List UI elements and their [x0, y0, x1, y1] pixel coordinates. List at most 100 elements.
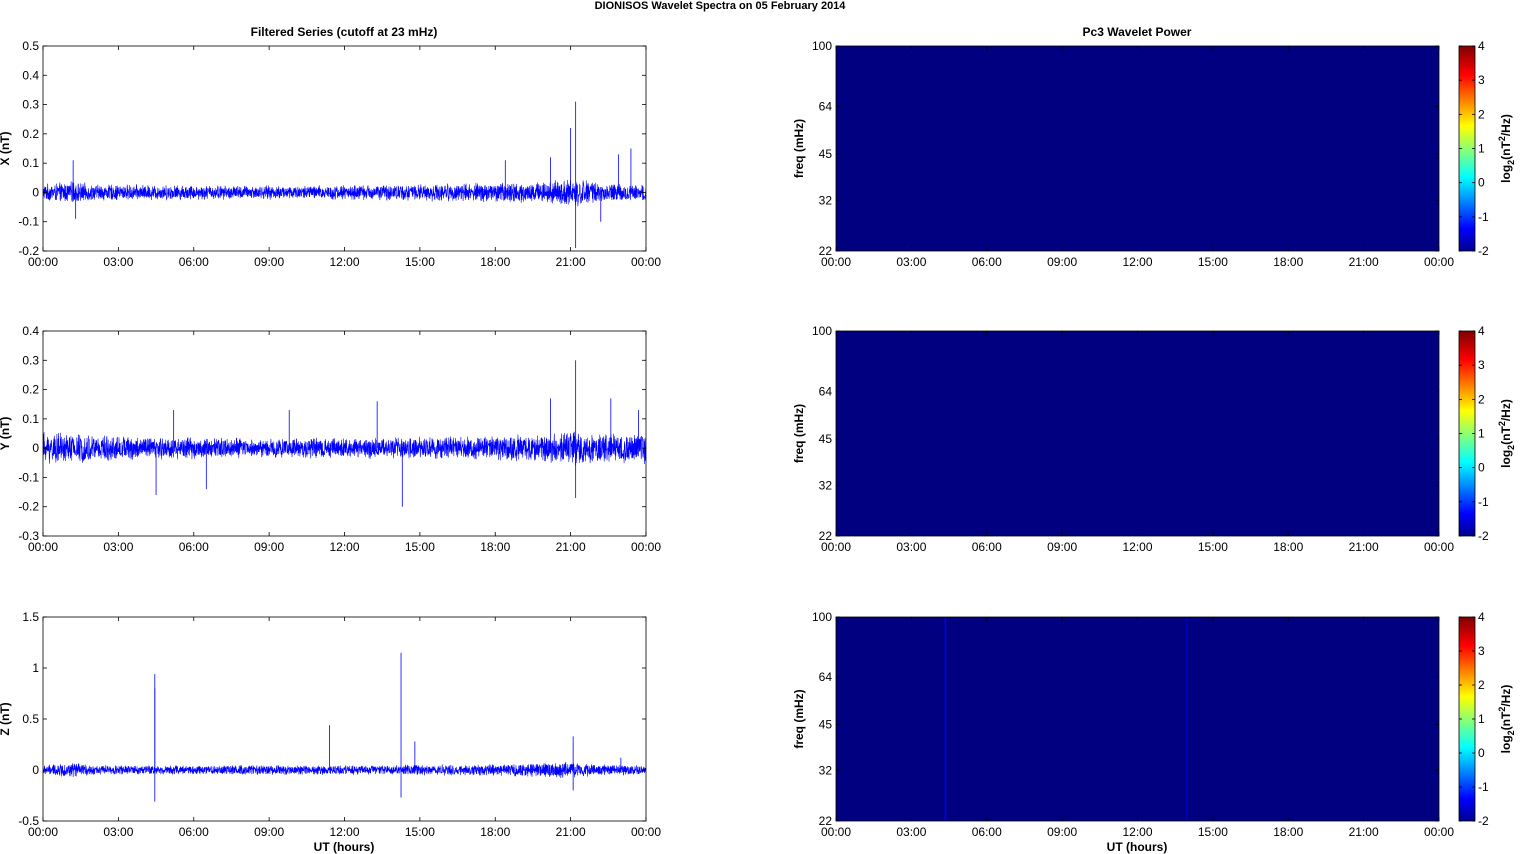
y-series-xtick-label-4: 12:00 — [329, 540, 359, 554]
z-series-frame — [42, 616, 647, 822]
z-series-xtick-label-0: 00:00 — [28, 825, 58, 839]
y-series-xtick-label-5: 15:00 — [405, 540, 435, 554]
y-power-ylabel: freq (mHz) — [792, 404, 806, 463]
x-power-panel: 00:00 03:00 06:00 09:00 12:00 15:00 18:00 21:00… — [792, 39, 1516, 269]
y-series-ytick-label-1: -0.2 — [18, 500, 39, 514]
x-power-xtick-label-0: 00:00 — [821, 255, 851, 269]
panels: 00:00 03:00 06:00 09:00 12:00 15:00 18:00 21:00… — [0, 39, 1516, 839]
z-power-xtick-label-6: 18:00 — [1273, 825, 1303, 839]
x-power-xtick-label-5: 15:00 — [1198, 255, 1228, 269]
y-power-xtick-label-4: 12:00 — [1122, 540, 1152, 554]
x-series-ytick-label-5: 0.3 — [22, 98, 39, 112]
z-power-ytick-label-0: 22 — [819, 814, 833, 828]
y-series-xtick-label-6: 18:00 — [480, 540, 510, 554]
x-power-xtick-label-8: 00:00 — [1424, 255, 1454, 269]
y-series-frame — [42, 330, 647, 537]
y-power-ytick-label-2: 45 — [819, 432, 833, 446]
x-series-xtick-label-0: 00:00 — [28, 255, 58, 269]
x-power-power-field — [836, 46, 1439, 251]
y-power-ytick-label-3: 64 — [819, 384, 833, 398]
y-series-ytick-label-4: 0.1 — [22, 412, 39, 426]
y-power-ctick-label-3: 1 — [1478, 427, 1485, 441]
z-power-ctick-label-2: 0 — [1478, 746, 1485, 760]
y-power-xtick-label-0: 00:00 — [821, 540, 851, 554]
x-series-xtick-label-2: 06:00 — [179, 255, 209, 269]
x-power-xtick-label-6: 18:00 — [1273, 255, 1303, 269]
x-power-ctick-label-1: -1 — [1478, 210, 1489, 224]
y-power-ytick-label-4: 100 — [812, 324, 832, 338]
z-power-ylabel: freq (mHz) — [792, 689, 806, 748]
z-series-xtick-label-4: 12:00 — [329, 825, 359, 839]
x-power-ctick-label-2: 0 — [1478, 176, 1485, 190]
z-series-xtick-label-7: 21:00 — [556, 825, 586, 839]
x-power-ctick-label-5: 3 — [1478, 73, 1485, 87]
x-power-ctick-label-4: 2 — [1478, 107, 1485, 121]
x-power-ytick-label-4: 100 — [812, 39, 832, 53]
z-power-ctick-label-1: -1 — [1478, 780, 1489, 794]
y-series-ytick-label-7: 0.4 — [22, 324, 39, 338]
x-power-ytick-label-3: 64 — [819, 99, 833, 113]
y-series-xtick-label-7: 21:00 — [556, 540, 586, 554]
y-series-ylabel: Y (nT) — [0, 417, 12, 451]
z-power-ytick-label-4: 100 — [812, 610, 832, 624]
x-series-trace — [43, 179, 646, 207]
y-series-xtick-label-1: 03:00 — [103, 540, 133, 554]
z-series-ytick-label-2: 0.5 — [22, 712, 39, 726]
y-series-ytick-label-5: 0.2 — [22, 383, 39, 397]
left-xlabel: UT (hours) — [314, 840, 375, 854]
x-series-ytick-label-0: -0.2 — [18, 244, 39, 258]
y-series-xtick-label-2: 06:00 — [179, 540, 209, 554]
x-power-xtick-label-3: 09:00 — [1047, 255, 1077, 269]
z-series-xtick-label-3: 09:00 — [254, 825, 284, 839]
x-series-xtick-label-8: 00:00 — [631, 255, 661, 269]
z-power-ytick-label-1: 32 — [819, 764, 833, 778]
x-series-ytick-label-6: 0.4 — [22, 68, 39, 82]
z-series-ytick-label-3: 1 — [32, 661, 39, 675]
x-series-ylabel: X (nT) — [0, 132, 12, 166]
x-power-colorbar-label: log2(nT2/Hz) — [1497, 114, 1516, 183]
x-power-ylabel: freq (mHz) — [792, 119, 806, 178]
x-series-ytick-label-3: 0.1 — [22, 156, 39, 170]
z-series-ytick-label-4: 1.5 — [22, 610, 39, 624]
right-column-title: Pc3 Wavelet Power — [1083, 25, 1192, 39]
x-power-xtick-label-1: 03:00 — [896, 255, 926, 269]
y-power-panel: 00:00 03:00 06:00 09:00 12:00 15:00 18:00 21:00… — [792, 324, 1516, 554]
x-power-xtick-label-7: 21:00 — [1349, 255, 1379, 269]
x-power-ctick-label-0: -2 — [1478, 244, 1489, 258]
y-power-ytick-label-1: 32 — [819, 478, 833, 492]
y-power-xtick-label-5: 15:00 — [1198, 540, 1228, 554]
z-power-xtick-label-1: 03:00 — [896, 825, 926, 839]
y-series-trace — [43, 431, 646, 466]
x-power-xtick-label-4: 12:00 — [1122, 255, 1152, 269]
z-power-ytick-label-3: 64 — [819, 670, 833, 684]
x-power-ytick-label-1: 32 — [819, 193, 833, 207]
z-series-xtick-label-5: 15:00 — [405, 825, 435, 839]
z-power-xtick-label-5: 15:00 — [1198, 825, 1228, 839]
x-power-ctick-label-6: 4 — [1478, 39, 1485, 53]
left-column-title: Filtered Series (cutoff at 23 mHz) — [251, 25, 438, 39]
x-series-ytick-label-1: -0.1 — [18, 215, 39, 229]
z-series-ytick-label-0: -0.5 — [18, 814, 39, 828]
y-series-xtick-label-3: 09:00 — [254, 540, 284, 554]
y-power-xtick-label-1: 03:00 — [896, 540, 926, 554]
z-power-ctick-label-5: 3 — [1478, 644, 1485, 658]
y-power-xtick-label-7: 21:00 — [1349, 540, 1379, 554]
y-power-colorbar-label: log2(nT2/Hz) — [1497, 399, 1516, 468]
x-power-ytick-label-0: 22 — [819, 244, 833, 258]
y-power-ctick-label-6: 4 — [1478, 324, 1485, 338]
x-series-ytick-label-2: 0 — [32, 185, 39, 199]
x-series-panel: 00:00 03:00 06:00 09:00 12:00 15:00 18:00 21:00… — [0, 39, 661, 269]
z-power-xtick-label-4: 12:00 — [1122, 825, 1152, 839]
z-series-ytick-label-1: 0 — [32, 763, 39, 777]
z-power-xtick-label-2: 06:00 — [972, 825, 1002, 839]
y-series-ytick-label-6: 0.3 — [22, 353, 39, 367]
z-power-xtick-label-7: 21:00 — [1349, 825, 1379, 839]
z-power-xtick-label-0: 00:00 — [821, 825, 851, 839]
z-series-xtick-label-2: 06:00 — [179, 825, 209, 839]
y-power-ctick-label-4: 2 — [1478, 392, 1485, 406]
x-series-xtick-label-4: 12:00 — [329, 255, 359, 269]
y-power-ctick-label-1: -1 — [1478, 495, 1489, 509]
z-power-colorbar-label: log2(nT2/Hz) — [1497, 685, 1516, 754]
z-power-ctick-label-3: 1 — [1478, 712, 1485, 726]
